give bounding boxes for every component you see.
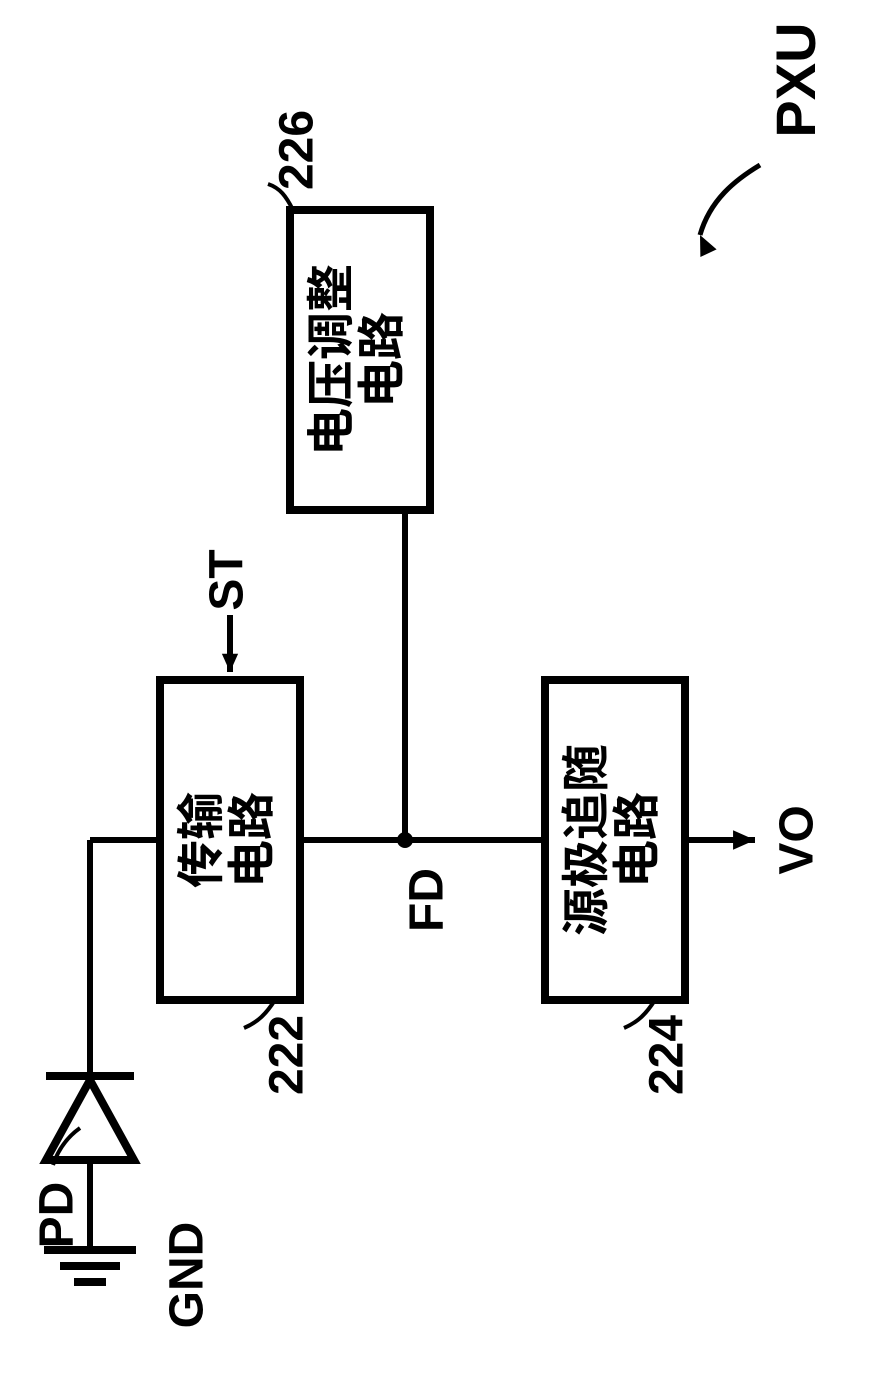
- svg-text:电路: 电路: [356, 312, 409, 408]
- svg-text:电路: 电路: [226, 792, 279, 888]
- svg-text:电压调整: 电压调整: [305, 264, 358, 456]
- svg-text:GND: GND: [161, 1222, 214, 1329]
- svg-text:电路: 电路: [611, 792, 664, 888]
- svg-text:222: 222: [261, 1015, 314, 1095]
- svg-text:PD: PD: [31, 1182, 84, 1249]
- svg-text:ST: ST: [201, 549, 254, 610]
- node-fd: [397, 832, 413, 848]
- svg-text:224: 224: [641, 1015, 694, 1095]
- svg-text:传输: 传输: [175, 792, 228, 888]
- svg-text:源极追随: 源极追随: [560, 744, 613, 936]
- svg-text:226: 226: [271, 110, 324, 190]
- svg-text:PXU: PXU: [764, 22, 827, 137]
- svg-text:FD: FD: [401, 868, 454, 932]
- svg-text:VO: VO: [771, 805, 824, 874]
